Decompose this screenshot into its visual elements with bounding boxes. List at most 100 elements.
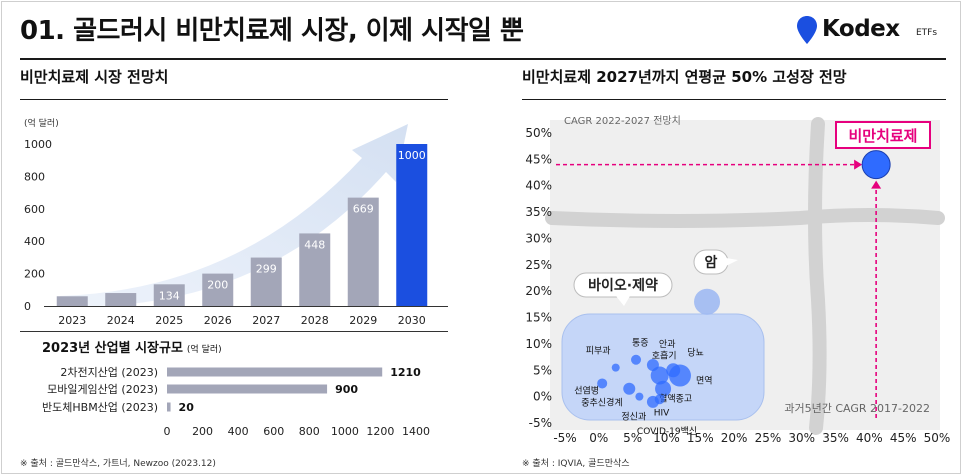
y-unit-label: (억 달러) [24,117,59,129]
title-rule [20,58,946,60]
bubble-label: 혈액종고 [659,393,692,405]
right-footnote: ※ 출처 : IQVIA, 골드만삭스 [522,459,630,469]
growth-arrow [60,124,408,307]
bar-2030 [396,144,428,306]
bubble-12 [646,395,659,408]
scatter-y-tick-label: 50% [525,126,552,140]
hbar-x-tick-label: 1200 [366,425,394,438]
bubble-label: HIV [654,408,670,418]
scatter-y-tick-label: 10% [525,337,552,351]
cagr-scatter-chart: -5% 0% 5% 10% 15% 20% 25% 30% 35% 40% 45% 50% -5% 0% 5… [525,115,950,445]
hbar-category-label: 모바일게임산업 (2023) [47,382,158,396]
scatter-x-tick-label: 25% [755,431,782,445]
y-tick-label: 600 [24,203,45,216]
cross-band-horizontal [545,208,945,228]
bar-value-label: 1000 [398,149,426,162]
bubble-label: 통증 [632,338,649,349]
bubble-4 [650,366,669,385]
x-tick-label: 2023 [58,314,86,327]
bar-value-label: 669 [353,203,374,216]
hbar-x-tick-label: 800 [299,425,320,438]
hbar-x-tick-label: 1000 [331,425,359,438]
scatter-x-tick-label: -5% [553,431,576,445]
scatter-x-tick-label: 15% [687,431,714,445]
right-section-title: 비만치료제 2027년까지 연평균 50% 고성장 전망 [522,68,847,86]
logo-sub: ETFs [916,28,938,38]
hbar-value-label: 20 [179,401,195,414]
bubble-label: 중추신경계 [581,397,622,409]
scatter-x-axis-title: 과거5년간 CAGR 2017-2022 [784,402,930,415]
bar-2028 [299,233,331,306]
bar-value-label: 200 [207,279,228,292]
hbar-category-label: 반도체HBM산업 (2023) [42,401,158,414]
bar-2026 [202,273,234,306]
y-tick-label: 200 [24,268,45,281]
hbar-2 [167,384,328,394]
scatter-x-tick-label: 40% [856,431,883,445]
highlight-arrow-up [871,180,882,189]
bar-2029 [347,197,379,306]
scatter-x-tick-label: 20% [721,431,748,445]
obesity-drug-bubble [861,150,891,180]
scatter-y-tick-label: 0% [533,390,552,404]
scatter-y-tick-label: 15% [525,311,552,325]
scatter-y-tick-label: -5% [529,416,552,430]
inset-title: 2023년 산업별 시장규모 (억 달러) [42,340,222,356]
scatter-y-tick-label: 35% [525,205,552,219]
bubble-label: 안과 [659,339,676,350]
bubble-label: 선염병 [574,385,599,396]
hbar-x-tick-label: 400 [228,425,249,438]
bubble-label: 당뇨 [687,347,704,358]
scatter-y-tick-label: 30% [525,231,552,245]
logo-text: Kodex [822,16,900,42]
hbar-value-label: 900 [335,383,358,396]
bubble-1 [611,363,620,372]
bubble-8 [655,380,672,397]
bar-value-label: 134 [159,289,180,302]
highlight-arrow-right [854,159,863,170]
scatter-y-tick-label: 5% [533,363,552,377]
x-tick-label: 2029 [349,314,377,327]
x-tick-label: 2028 [301,314,329,327]
bubble-label: 정신과 [621,412,646,423]
scatter-x-tick-label: 30% [788,431,815,445]
bio-pharma-label-pointer [616,296,630,306]
hbar-value-label: 1210 [390,366,421,379]
y-tick-label: 800 [24,170,45,183]
obesity-drug-label-box [835,121,931,149]
x-tick-label: 2030 [398,314,426,327]
inset-unit: (억 달러) [187,343,222,355]
bar-value-label: 448 [304,238,325,251]
cross-band-vertical [808,117,827,435]
scatter-y-tick-label: 20% [525,284,552,298]
x-tick-label: 2026 [204,314,232,327]
bar-2025 [153,284,185,306]
x-tick-label: 2025 [155,314,183,327]
bubble-label: COVID-19백신 [637,426,697,437]
left-section-rule [20,99,448,100]
bio-pharma-label: 바이오·제약 [588,277,658,294]
hbar-1 [167,367,383,377]
x-tick-label: 2024 [107,314,135,327]
hbar-x-tick-label: 1400 [402,425,430,438]
inset-title-text: 2023년 산업별 시장규모 [42,340,183,356]
scatter-x-tick-label: 10% [653,431,680,445]
bubble-6 [668,364,691,387]
cancer-bubble [694,288,721,315]
obesity-drug-label: 비만치료제 [848,127,917,145]
location-pin-icon [797,16,817,44]
bubble-2 [631,354,642,365]
hbar-x-tick-label: 600 [263,425,284,438]
hbar-category-label: 2차전지산업 (2023) [60,366,158,379]
bar-2023 [56,296,88,306]
bar-value-label: 299 [256,263,277,276]
scatter-y-tick-label: 25% [525,258,552,272]
hbar-3 [167,402,171,412]
left-section-title: 비만치료제 시장 전망치 [20,68,169,86]
scatter-y-tick-label: 45% [525,152,552,166]
left-footnote: ※ 출처 : 골드만삭스, 가트너, Newzoo (2023.12) [20,459,216,469]
bio-pharma-region [561,313,765,421]
x-tick-label: 2027 [252,314,280,327]
